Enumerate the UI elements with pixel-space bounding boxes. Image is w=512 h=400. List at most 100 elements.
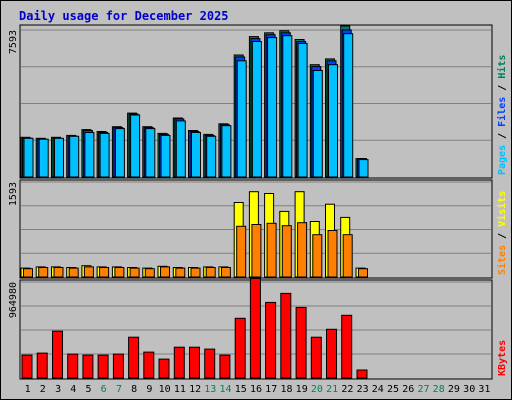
bar-sites-day-20 xyxy=(312,234,323,278)
bar-kbytes-day-13 xyxy=(204,348,216,379)
panel-visits_sites: 1593 Sites / Visits xyxy=(8,179,508,279)
bar-sites-day-12 xyxy=(190,267,201,278)
y-max-label: 964980 xyxy=(8,282,19,318)
side-label-part: / xyxy=(497,127,508,145)
x-tick-label-day-9: 9 xyxy=(146,384,152,395)
bar-pages-day-12 xyxy=(191,132,201,178)
bar-pages-day-20 xyxy=(312,70,323,178)
bar-pages-day-22 xyxy=(343,33,354,178)
x-tick-label-day-14: 14 xyxy=(219,384,231,395)
side-label-part: KBytes xyxy=(497,340,508,376)
chart-title: Daily usage for December 2025 xyxy=(19,9,229,23)
x-tick-label-day-27: 27 xyxy=(417,384,429,395)
side-label-part: Hits xyxy=(496,55,508,79)
x-tick-label-day-16: 16 xyxy=(250,384,262,395)
bar-pages-day-21 xyxy=(328,64,338,178)
bar-kbytes-day-16 xyxy=(249,278,261,379)
bar-pages-day-17 xyxy=(267,37,278,178)
side-label-part: Files xyxy=(496,97,508,127)
bar-kbytes-day-14 xyxy=(219,354,231,379)
bar-kbytes-day-2 xyxy=(36,352,48,379)
y-max-label: 1593 xyxy=(8,182,19,206)
side-label-part: / xyxy=(497,79,508,97)
bar-kbytes-day-22 xyxy=(341,314,353,379)
bar-sites-day-4 xyxy=(68,267,79,278)
x-tick-label-day-22: 22 xyxy=(341,384,353,395)
bar-pages-day-9 xyxy=(145,128,156,178)
bar-sites-day-22 xyxy=(342,234,353,278)
x-tick-label-day-31: 31 xyxy=(478,384,490,395)
bar-pages-day-10 xyxy=(160,134,171,178)
x-tick-label-day-3: 3 xyxy=(55,384,61,395)
bar-kbytes-day-11 xyxy=(173,346,185,379)
bar-pages-day-8 xyxy=(130,114,141,178)
bar-sites-day-2 xyxy=(38,267,49,278)
bar-kbytes-day-5 xyxy=(82,354,94,379)
bar-pages-day-5 xyxy=(84,132,95,178)
panel-hits_files_pages: 7593 Pages / Files / Hits xyxy=(8,24,508,179)
bar-sites-day-6 xyxy=(99,267,110,278)
panel-kbytes: 964980 KBytes xyxy=(8,278,508,380)
bar-sites-day-21 xyxy=(327,230,338,278)
bar-pages-day-19 xyxy=(297,42,308,178)
bar-pages-day-3 xyxy=(54,137,64,178)
bar-kbytes-day-17 xyxy=(265,301,277,379)
bar-pages-day-18 xyxy=(282,35,293,178)
bar-kbytes-day-21 xyxy=(326,328,337,379)
x-tick-label-day-15: 15 xyxy=(235,384,247,395)
bar-kbytes-day-15 xyxy=(234,317,246,379)
bar-pages-day-23 xyxy=(358,159,369,178)
bar-kbytes-day-6 xyxy=(97,354,109,379)
side-label-part: Pages xyxy=(497,145,508,175)
bar-kbytes-day-4 xyxy=(67,353,79,379)
x-tick-label-day-12: 12 xyxy=(189,384,201,395)
bar-pages-day-11 xyxy=(175,120,186,178)
bar-sites-day-15 xyxy=(236,225,247,278)
bar-kbytes-day-18 xyxy=(280,292,292,379)
bar-pages-day-13 xyxy=(206,135,217,178)
x-tick-label-day-4: 4 xyxy=(70,384,76,395)
bar-pages-day-1 xyxy=(23,137,34,178)
x-tick-label-day-10: 10 xyxy=(159,384,171,395)
x-tick-label-day-30: 30 xyxy=(463,384,475,395)
x-tick-label-day-5: 5 xyxy=(85,384,91,395)
bar-pages-day-7 xyxy=(114,128,125,178)
bar-kbytes-day-7 xyxy=(112,353,124,379)
x-tick-label-day-24: 24 xyxy=(372,384,384,395)
bar-kbytes-day-1 xyxy=(21,354,33,379)
bar-pages-day-16 xyxy=(251,41,262,178)
x-tick-label-day-20: 20 xyxy=(311,384,323,395)
bar-kbytes-day-20 xyxy=(310,336,322,379)
x-tick-label-day-17: 17 xyxy=(265,384,277,395)
bar-sites-day-19 xyxy=(297,222,308,278)
bar-sites-day-18 xyxy=(281,225,292,278)
x-tick-label-day-11: 11 xyxy=(174,384,186,395)
side-label: Sites / Visits xyxy=(496,191,508,275)
x-tick-label-day-13: 13 xyxy=(204,384,216,395)
side-label-part: Sites xyxy=(496,245,508,275)
bar-sites-day-16 xyxy=(251,224,262,278)
x-tick-label-day-1: 1 xyxy=(25,384,31,395)
bar-pages-day-4 xyxy=(69,135,80,178)
bar-sites-day-13 xyxy=(205,267,216,278)
bar-kbytes-day-19 xyxy=(295,306,307,379)
x-tick-label-day-2: 2 xyxy=(40,384,46,395)
x-tick-label-day-29: 29 xyxy=(448,384,460,395)
x-tick-label-day-28: 28 xyxy=(433,384,445,395)
x-tick-label-day-7: 7 xyxy=(116,384,122,395)
bar-sites-day-10 xyxy=(160,266,170,278)
side-label-part: / xyxy=(497,227,508,245)
bar-pages-day-15 xyxy=(236,60,247,178)
x-tick-label-day-21: 21 xyxy=(326,384,338,395)
bar-sites-day-11 xyxy=(175,267,186,278)
side-label-part: Visits xyxy=(496,191,508,227)
x-tick-label-day-23: 23 xyxy=(357,384,369,395)
side-label: Pages / Files / Hits xyxy=(496,55,508,175)
bar-pages-day-2 xyxy=(38,138,49,178)
x-tick-label-day-8: 8 xyxy=(131,384,137,395)
y-max-label: 7593 xyxy=(8,30,19,54)
x-tick-label-day-26: 26 xyxy=(402,384,414,395)
x-tick-label-day-19: 19 xyxy=(296,384,308,395)
bar-sites-day-8 xyxy=(129,267,140,278)
